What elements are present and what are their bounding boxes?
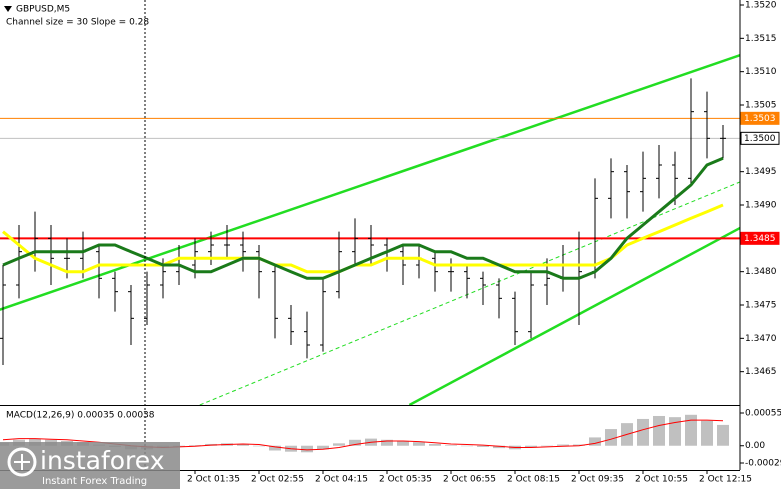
macd-bar bbox=[605, 429, 617, 446]
x-tick-label: 2 Oct 09:35 bbox=[571, 475, 624, 485]
macd-bar bbox=[541, 445, 553, 447]
channel-line bbox=[0, 53, 740, 311]
level-label: 1.3485 bbox=[744, 234, 776, 244]
macd-bar bbox=[477, 445, 489, 447]
macd-bar bbox=[557, 444, 569, 446]
macd-bar bbox=[717, 424, 729, 446]
macd-bar bbox=[685, 414, 697, 446]
y-tick-label: 1.3505 bbox=[745, 101, 777, 111]
macd-title: MACD(12,26,9) 0.00035 0.00038 bbox=[6, 411, 155, 421]
level-label-box bbox=[740, 231, 780, 245]
level-label: 1.3500 bbox=[744, 134, 776, 144]
chart-title: GBPUSD,M5 bbox=[16, 5, 70, 15]
logo-icon bbox=[7, 447, 37, 477]
macd-bar bbox=[461, 445, 473, 447]
macd-bar bbox=[589, 437, 601, 446]
logo-name: instaforex bbox=[40, 446, 165, 475]
macd-bar bbox=[669, 417, 681, 446]
macd-bar bbox=[269, 445, 281, 451]
channel-line bbox=[408, 226, 740, 405]
macd-bar bbox=[333, 443, 345, 446]
y-tick-label: 0.00055 bbox=[745, 409, 781, 419]
macd-bar bbox=[637, 418, 649, 446]
macd-bar bbox=[253, 445, 265, 447]
logo: instaforex Instant Forex Trading bbox=[0, 442, 180, 489]
x-tick-label: 2 Oct 01:35 bbox=[187, 475, 240, 485]
x-tick-label: 2 Oct 12:15 bbox=[699, 475, 752, 485]
x-tick-label: 2 Oct 10:55 bbox=[635, 475, 688, 485]
logo-tagline: Instant Forex Trading bbox=[42, 476, 147, 487]
moving-average bbox=[2, 203, 724, 274]
y-tick-label: 1.3475 bbox=[745, 301, 777, 311]
x-axis: 2 Oct 01:35 2 Oct 02:55 2 Oct 04:15 2 Oct 0… bbox=[187, 470, 752, 485]
level-label-box bbox=[740, 111, 780, 125]
y-tick-label: 1.3480 bbox=[745, 267, 777, 277]
y-tick-label: 0.00 bbox=[745, 441, 765, 451]
x-tick-label: 2 Oct 06:55 bbox=[443, 475, 496, 485]
macd-bar bbox=[653, 415, 665, 446]
macd-bar bbox=[429, 443, 441, 446]
y-axis: 1.3520 1.3515 1.3510 1.3505 1.3495 1.3490 1.34… bbox=[740, 1, 781, 469]
level-label-box bbox=[740, 131, 780, 145]
y-tick-label: 1.3520 bbox=[745, 1, 777, 11]
moving-average bbox=[2, 156, 724, 280]
y-tick-label: 1.3515 bbox=[745, 34, 777, 44]
y-tick-label: 1.3490 bbox=[745, 201, 777, 211]
logo-icon bbox=[14, 454, 30, 470]
x-tick-label: 2 Oct 02:55 bbox=[251, 475, 304, 485]
macd-bar bbox=[445, 445, 457, 446]
macd-bar bbox=[301, 445, 313, 453]
macd-bar bbox=[397, 440, 409, 446]
x-tick-label: 2 Oct 04:15 bbox=[315, 475, 368, 485]
macd-bar bbox=[525, 445, 537, 448]
macd-bar bbox=[349, 439, 361, 446]
macd-bar bbox=[237, 443, 249, 446]
chart-subtitle: Channel size = 30 Slope = 0.28 bbox=[6, 18, 149, 28]
macd-bar bbox=[573, 444, 585, 446]
macd-bar bbox=[413, 442, 425, 446]
price-panel bbox=[0, 53, 740, 405]
y-tick-label: 1.3470 bbox=[745, 334, 777, 344]
macd-bar bbox=[493, 445, 505, 449]
macd-bar bbox=[317, 445, 329, 450]
y-tick-label: -0.00029 bbox=[745, 459, 781, 469]
y-tick-label: 1.3510 bbox=[745, 67, 777, 77]
logo-background bbox=[0, 442, 180, 489]
level-label: 1.3503 bbox=[744, 114, 776, 124]
macd-bar bbox=[189, 445, 201, 446]
x-tick-label: 2 Oct 05:35 bbox=[379, 475, 432, 485]
macd-bar bbox=[381, 439, 393, 446]
macd-bar bbox=[701, 420, 713, 446]
y-tick-label: 1.3465 bbox=[745, 367, 777, 377]
y-tick-label: 1.3495 bbox=[745, 167, 777, 177]
x-tick-label: 2 Oct 08:15 bbox=[507, 475, 560, 485]
menu-arrow[interactable] bbox=[4, 6, 12, 12]
